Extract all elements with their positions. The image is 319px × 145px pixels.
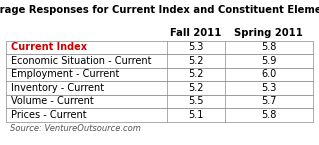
Text: 5.8: 5.8: [261, 42, 277, 52]
Text: Average Responses for Current Index and Constituent Elements: Average Responses for Current Index and …: [0, 5, 319, 15]
Text: 5.1: 5.1: [189, 110, 204, 120]
Bar: [6, 68, 313, 81]
Text: 5.9: 5.9: [261, 56, 277, 66]
Text: 5.2: 5.2: [189, 83, 204, 93]
Text: 5.7: 5.7: [261, 96, 277, 106]
Text: 5.3: 5.3: [189, 42, 204, 52]
Text: Spring 2011: Spring 2011: [234, 28, 303, 38]
Bar: [6, 41, 313, 54]
Text: 5.3: 5.3: [261, 83, 277, 93]
Text: Current Index: Current Index: [11, 42, 87, 52]
Text: Fall 2011: Fall 2011: [170, 28, 222, 38]
Text: 6.0: 6.0: [261, 69, 276, 79]
Bar: [6, 108, 313, 122]
Text: Volume - Current: Volume - Current: [11, 96, 94, 106]
Bar: [6, 54, 313, 68]
Text: 5.8: 5.8: [261, 110, 277, 120]
Text: 5.5: 5.5: [189, 96, 204, 106]
Text: Prices - Current: Prices - Current: [11, 110, 87, 120]
Text: Employment - Current: Employment - Current: [11, 69, 120, 79]
Text: Inventory - Current: Inventory - Current: [11, 83, 104, 93]
Text: Economic Situation - Current: Economic Situation - Current: [11, 56, 152, 66]
Bar: [6, 81, 313, 95]
Text: Source: VentureOutsource.com: Source: VentureOutsource.com: [10, 124, 140, 133]
Text: 5.2: 5.2: [189, 69, 204, 79]
Text: 5.2: 5.2: [189, 56, 204, 66]
Bar: [6, 95, 313, 108]
